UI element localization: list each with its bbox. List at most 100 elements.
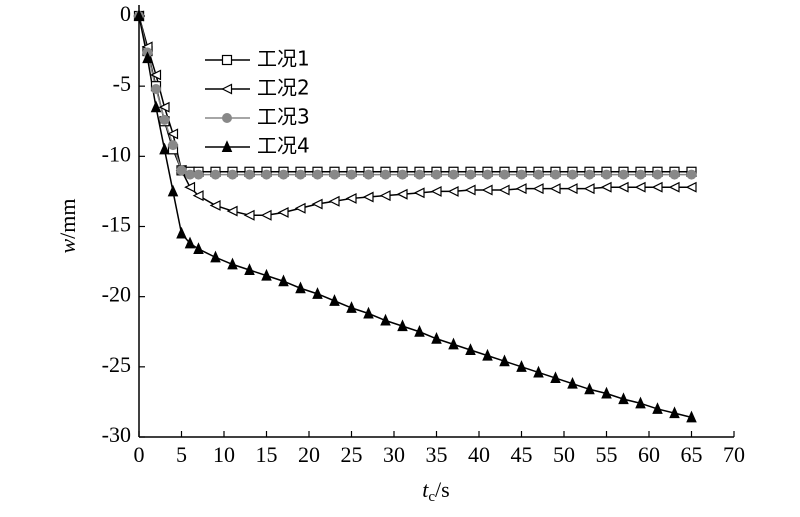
data-point — [210, 250, 221, 263]
data-point — [464, 184, 476, 196]
data-point — [499, 169, 510, 180]
data-point — [226, 205, 238, 217]
data-point — [380, 169, 391, 180]
data-point — [277, 206, 289, 218]
data-point — [295, 281, 306, 294]
data-point — [413, 187, 425, 199]
x-label-subscript: c — [428, 489, 435, 505]
data-point — [448, 337, 459, 350]
data-point — [634, 181, 646, 193]
data-point — [618, 392, 629, 405]
data-point — [499, 354, 510, 367]
x-tick-label: 0 — [134, 442, 145, 467]
data-point — [311, 198, 323, 210]
data-point — [448, 169, 459, 180]
x-tick-label: 5 — [176, 442, 187, 467]
data-point — [346, 169, 357, 180]
data-point — [193, 169, 204, 180]
y-tick-label: -5 — [113, 71, 131, 96]
data-point — [227, 169, 238, 180]
x-tick-label: 65 — [681, 442, 703, 467]
data-point — [176, 165, 187, 176]
legend-label: 工况1 — [257, 47, 310, 71]
data-point — [652, 169, 663, 180]
x-tick-label: 60 — [638, 442, 660, 467]
legend-label: 工况4 — [257, 134, 310, 158]
data-point — [396, 188, 408, 200]
data-point — [345, 192, 357, 204]
data-point — [566, 183, 578, 195]
legend-marker — [221, 140, 233, 152]
data-point — [686, 169, 697, 180]
x-label-symbol: t — [422, 477, 429, 502]
data-point — [150, 69, 162, 81]
x-axis-label: tc/s — [422, 477, 449, 505]
data-point — [244, 263, 255, 276]
data-point — [600, 181, 612, 193]
data-point — [516, 169, 527, 180]
data-point — [532, 183, 544, 195]
data-point — [151, 83, 161, 94]
data-point — [312, 287, 323, 299]
data-point — [430, 185, 442, 197]
data-point — [635, 396, 646, 409]
data-point — [150, 100, 162, 113]
data-point — [431, 332, 442, 344]
y-tick-label: 0 — [120, 1, 131, 26]
x-tick-label: 50 — [553, 442, 575, 467]
data-point — [583, 183, 595, 195]
data-point — [515, 183, 527, 195]
legend-label: 工况3 — [257, 105, 310, 129]
data-point — [227, 257, 238, 270]
x-label-unit: /s — [435, 477, 450, 502]
y-axis-label: w/mm — [55, 198, 80, 253]
data-point — [278, 169, 289, 180]
data-point — [243, 209, 255, 221]
data-point — [550, 371, 561, 384]
data-point — [168, 140, 178, 151]
data-point — [167, 184, 179, 197]
y-tick-label: -10 — [102, 141, 131, 166]
data-point — [312, 169, 323, 180]
y-tick-label: -30 — [102, 422, 131, 447]
data-point — [397, 319, 408, 332]
data-point — [328, 195, 340, 207]
data-point — [159, 142, 170, 155]
data-point — [329, 169, 340, 180]
data-point — [397, 169, 408, 180]
data-point — [159, 114, 170, 125]
data-point — [261, 169, 272, 180]
data-point — [516, 360, 527, 372]
data-point — [669, 169, 680, 180]
x-tick-label: 55 — [596, 442, 618, 467]
y-label-symbol: w — [55, 239, 80, 254]
data-point — [414, 325, 425, 337]
legend-marker — [221, 83, 233, 95]
data-point — [244, 169, 255, 180]
data-point — [363, 169, 374, 180]
x-tick-label: 25 — [341, 442, 363, 467]
data-point — [158, 101, 170, 113]
data-point — [481, 184, 493, 196]
data-point — [651, 181, 663, 193]
data-point — [685, 181, 697, 193]
y-label-unit: /mm — [55, 198, 80, 238]
x-tick-label: 40 — [468, 442, 490, 467]
data-point — [498, 184, 510, 196]
legend-marker — [221, 54, 233, 66]
x-tick-label: 45 — [511, 442, 533, 467]
legend-marker — [222, 113, 232, 123]
data-point — [176, 226, 187, 239]
series-line — [138, 15, 692, 419]
data-point — [549, 183, 561, 195]
x-tick-label: 20 — [298, 442, 320, 467]
data-point — [209, 199, 221, 211]
data-point — [346, 301, 357, 313]
data-point — [584, 382, 595, 395]
data-point — [261, 268, 272, 281]
data-point — [652, 402, 663, 414]
data-point — [601, 386, 612, 399]
data-point — [278, 274, 289, 287]
data-point — [617, 181, 629, 193]
data-point — [584, 169, 595, 180]
